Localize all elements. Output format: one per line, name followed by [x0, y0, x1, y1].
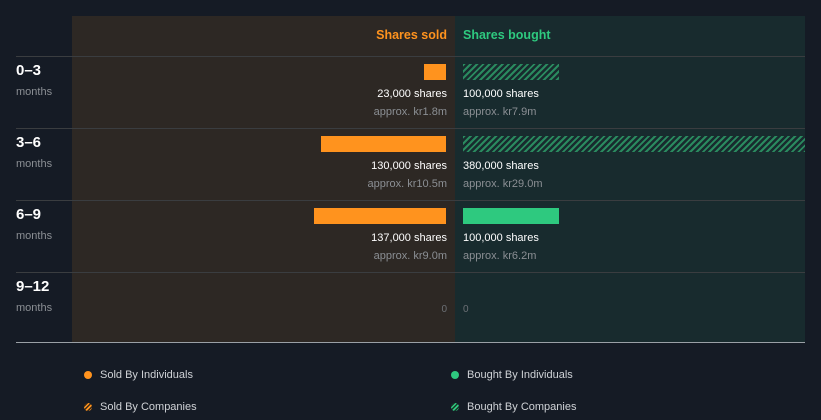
bar-bought-companies[interactable]: [463, 64, 559, 80]
bar-sold-individuals[interactable]: [424, 64, 446, 80]
orange-hatched-dot-icon: [84, 403, 92, 411]
bar-bought-individuals[interactable]: [463, 208, 559, 224]
bought-shares-value: 380,000 shares: [463, 160, 539, 172]
period-unit: months: [16, 86, 53, 98]
bought-approx-value: approx. kr7.9m: [463, 106, 537, 118]
bought-zero-value: 0: [463, 304, 469, 315]
period-unit: months: [16, 230, 53, 242]
bar-bought-companies[interactable]: [463, 136, 805, 152]
legend-label: Sold By Individuals: [100, 369, 193, 381]
green-dot-icon: [451, 371, 459, 379]
row-divider: [16, 272, 805, 273]
legend-label: Bought By Individuals: [467, 369, 573, 381]
period-unit: months: [16, 302, 53, 314]
period-label: 6–9: [16, 206, 42, 223]
sold-shares-value: 137,000 shares: [371, 232, 447, 244]
bought-shares-value: 100,000 shares: [463, 88, 539, 100]
sold-shares-value: 23,000 shares: [377, 88, 447, 100]
period-label: 0–3: [16, 62, 42, 79]
sold-approx-value: approx. kr1.8m: [373, 106, 447, 118]
row-divider: [16, 200, 805, 201]
chart-baseline: [16, 342, 805, 343]
shares-bought-header: Shares bought: [463, 28, 551, 42]
sold-approx-value: approx. kr10.5m: [367, 178, 447, 190]
legend-label: Sold By Companies: [100, 401, 197, 413]
legend-sold-individuals[interactable]: Sold By Individuals: [84, 369, 193, 381]
sold-shares-value: 130,000 shares: [371, 160, 447, 172]
shares-sold-header: Shares sold: [376, 28, 447, 42]
period-label: 3–6: [16, 134, 42, 151]
bought-shares-value: 100,000 shares: [463, 232, 539, 244]
sold-approx-value: approx. kr9.0m: [373, 250, 447, 262]
legend-bought-companies[interactable]: Bought By Companies: [451, 401, 576, 413]
bought-approx-value: approx. kr29.0m: [463, 178, 543, 190]
bar-sold-individuals[interactable]: [314, 208, 446, 224]
period-unit: months: [16, 158, 53, 170]
period-label: 9–12: [16, 278, 50, 295]
bought-approx-value: approx. kr6.2m: [463, 250, 537, 262]
bar-sold-individuals[interactable]: [321, 136, 446, 152]
sold-zero-value: 0: [441, 304, 447, 315]
legend-label: Bought By Companies: [467, 401, 577, 413]
sold-panel: [72, 16, 455, 343]
legend-sold-companies[interactable]: Sold By Companies: [84, 401, 197, 413]
row-divider: [16, 128, 805, 129]
legend-bought-individuals[interactable]: Bought By Individuals: [451, 369, 573, 381]
row-divider: [16, 56, 805, 57]
green-hatched-dot-icon: [451, 403, 459, 411]
orange-dot-icon: [84, 371, 92, 379]
